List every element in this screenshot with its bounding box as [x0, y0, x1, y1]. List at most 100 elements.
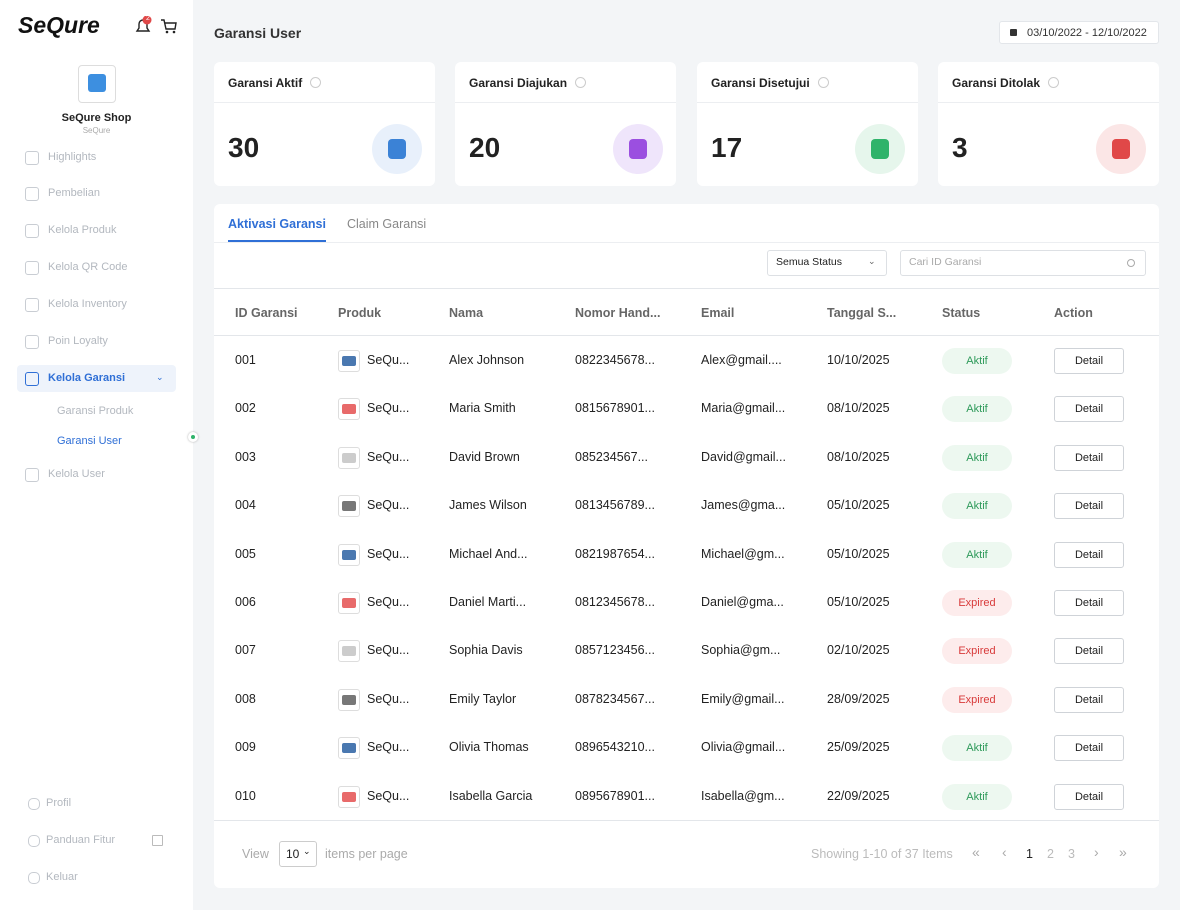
submenu-item[interactable]: Garansi Produk	[57, 405, 134, 417]
stat-label: Garansi Disetujui	[711, 76, 810, 90]
cell: 05/10/2025	[827, 595, 890, 609]
detail-button[interactable]: Detail	[1054, 444, 1124, 471]
cell: SeQu...	[367, 595, 410, 609]
menu-icon	[25, 261, 39, 275]
detail-button[interactable]: Detail	[1054, 541, 1124, 568]
page-number[interactable]: 3	[1068, 847, 1075, 861]
search-input[interactable]: Cari ID Garansi	[900, 250, 1146, 276]
cell: SeQu...	[367, 401, 410, 416]
menu-item[interactable]: Poin Loyalty	[48, 335, 108, 347]
page-nav[interactable]: «	[972, 844, 980, 860]
notification-badge: 2	[146, 15, 150, 22]
page-nav[interactable]: ‹	[1002, 844, 1007, 860]
date-range: 03/10/2022 - 12/10/2022	[1027, 27, 1147, 39]
stat-icon-glyph	[871, 139, 889, 159]
cell: 08/10/2025	[827, 449, 890, 464]
column-header: Nomor Hand...	[575, 306, 661, 320]
cell: Isabella@gm...	[701, 788, 785, 803]
info-icon	[310, 77, 322, 88]
status-pill: Expired	[942, 638, 1012, 665]
external-icon	[152, 835, 163, 846]
tab[interactable]: Claim Garansi	[347, 217, 427, 231]
divider	[697, 102, 918, 103]
cell: 05/10/2025	[827, 498, 890, 513]
cell: 0821987654...	[575, 546, 655, 561]
stat-value: 3	[952, 132, 968, 163]
menu-item[interactable]: Kelola Inventory	[48, 298, 127, 310]
detail-button[interactable]: Detail	[1054, 783, 1124, 810]
cell: Sophia@gm...	[701, 643, 781, 658]
menu-item[interactable]: Highlights	[48, 151, 97, 163]
detail-button[interactable]: Detail	[1054, 396, 1124, 423]
footer-item[interactable]: Panduan Fitur	[46, 834, 116, 846]
column-header: Tanggal S...	[827, 306, 897, 320]
cell: SeQu...	[367, 643, 410, 658]
cell: David@gmail...	[701, 449, 786, 464]
stat-value: 20	[469, 132, 501, 163]
cell: SeQu...	[367, 788, 410, 803]
cell: James Wilson	[449, 498, 527, 513]
cell: Emily Taylor	[449, 691, 517, 706]
cell: 0896543210...	[575, 740, 655, 755]
page-number[interactable]: 1	[1026, 847, 1033, 861]
cell: 085234567...	[575, 449, 648, 464]
cell: Sophia Davis	[449, 643, 523, 658]
product-thumb-img	[342, 404, 356, 415]
menu-item[interactable]: Pembelian	[48, 187, 100, 199]
page-nav[interactable]: »	[1119, 844, 1127, 860]
product-thumb-img	[342, 598, 356, 608]
footer-border	[214, 820, 1159, 821]
date-picker[interactable]: 03/10/2022 - 12/10/2022	[999, 21, 1159, 44]
bell-icon[interactable]	[133, 16, 153, 36]
status-filter[interactable]: Semua Status ⌄	[767, 250, 887, 276]
menu-item[interactable]: Kelola QR Code	[48, 261, 128, 273]
detail-button[interactable]: Detail	[1054, 686, 1124, 713]
detail-button[interactable]: Detail	[1054, 493, 1124, 520]
menu-item[interactable]: Kelola User	[48, 468, 105, 480]
cart-icon[interactable]	[159, 17, 179, 37]
detail-button[interactable]: Detail	[1054, 590, 1124, 616]
product-thumb	[338, 785, 360, 808]
cell: SeQu...	[367, 740, 410, 755]
tab-active[interactable]: Aktivasi Garansi	[228, 217, 326, 231]
menu-icon	[28, 835, 40, 847]
cell: Michael@gm...	[701, 546, 785, 561]
cell: 10/10/2025	[827, 353, 890, 367]
info-icon	[575, 77, 587, 88]
per-page-select[interactable]: 10 ⌄	[279, 841, 317, 867]
footer-item[interactable]: Keluar	[46, 871, 78, 883]
cell: 0812345678...	[575, 595, 655, 609]
cell: 02/10/2025	[827, 643, 890, 658]
cell: 08/10/2025	[827, 401, 890, 416]
stat-icon	[1096, 124, 1146, 174]
active-menu-bg	[17, 365, 176, 392]
dropdown-arrow: ⌄	[868, 256, 876, 266]
stat-value: 30	[228, 132, 260, 163]
stat-icon	[855, 124, 905, 174]
detail-button[interactable]: Detail	[1054, 735, 1124, 762]
menu-icon	[25, 298, 39, 312]
shop-sub: SeQure	[82, 126, 111, 135]
cell: Alex@gmail....	[701, 353, 782, 367]
cell: 05/10/2025	[827, 546, 890, 561]
page-nav[interactable]: ›	[1094, 844, 1099, 860]
info-icon	[1048, 77, 1060, 88]
cell: Alex Johnson	[449, 353, 525, 367]
cell: 003	[235, 449, 256, 464]
status-pill: Aktif	[942, 541, 1012, 568]
detail-button[interactable]: Detail	[1054, 348, 1124, 374]
stat-icon-glyph	[629, 139, 647, 159]
page-number[interactable]: 2	[1047, 847, 1054, 861]
menu-item[interactable]: Kelola Produk	[48, 224, 117, 236]
menu-item[interactable]: Kelola Garansi	[48, 372, 126, 384]
footer-item[interactable]: Profil	[46, 797, 72, 809]
cell: 005	[235, 546, 256, 561]
cell: 25/09/2025	[827, 740, 890, 755]
detail-button[interactable]: Detail	[1054, 638, 1124, 665]
per-page-text: items per page	[325, 847, 408, 861]
menu-icon	[25, 151, 39, 165]
status-filter-text: Semua Status	[776, 256, 842, 268]
cell: 0815678901...	[575, 401, 655, 416]
submenu-item[interactable]: Garansi User	[57, 435, 122, 447]
collapse-handle[interactable]	[188, 432, 198, 442]
